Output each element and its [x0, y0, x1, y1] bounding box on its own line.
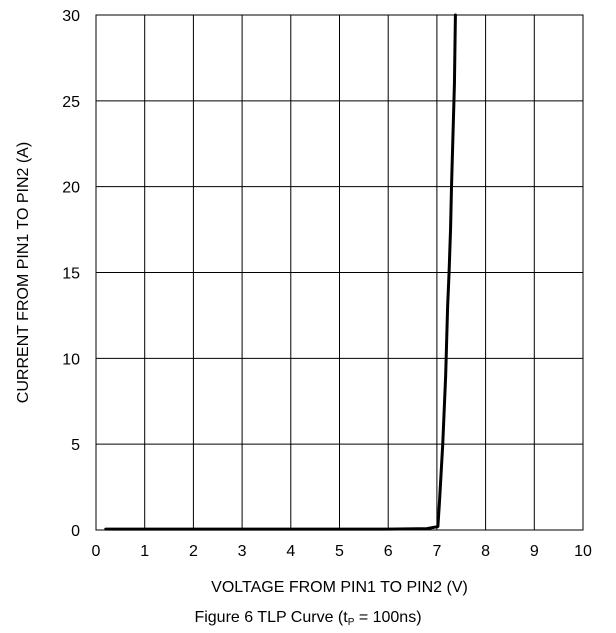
x-tick-label: 9 — [530, 543, 539, 560]
y-tick-label: 5 — [71, 437, 80, 454]
y-tick-label: 15 — [62, 266, 80, 283]
x-tick-label: 1 — [140, 543, 149, 560]
tlp-curve-line — [104, 13, 457, 531]
figure-caption: Figure 6 TLP Curve (tP = 100ns) — [0, 609, 616, 628]
y-tick-label: 20 — [62, 180, 80, 197]
x-tick-label: 8 — [481, 543, 490, 560]
x-tick-label: 0 — [92, 543, 101, 560]
x-axis-tick-labels: 0 1 2 3 4 5 6 7 8 9 10 — [92, 543, 592, 560]
x-tick-label: 3 — [238, 543, 247, 560]
y-tick-label: 30 — [62, 8, 80, 25]
x-tick-label: 6 — [384, 543, 393, 560]
x-tick-label: 7 — [432, 543, 441, 560]
x-tick-label: 4 — [286, 543, 295, 560]
x-tick-label: 2 — [189, 543, 198, 560]
y-axis-title: CURRENT FROM PIN1 TO PIN2 (A) — [15, 142, 32, 403]
caption-subscript: P — [347, 617, 355, 628]
caption-prefix: Figure 6 TLP Curve (t — [194, 609, 348, 626]
x-axis-title: VOLTAGE FROM PIN1 TO PIN2 (V) — [211, 579, 468, 596]
y-axis-tick-labels: 0 5 10 15 20 25 30 — [62, 8, 80, 540]
y-tick-label: 25 — [62, 94, 80, 111]
x-tick-label: 10 — [574, 543, 592, 560]
caption-suffix: = 100ns) — [354, 609, 422, 626]
x-tick-label: 5 — [335, 543, 344, 560]
y-tick-label: 10 — [62, 351, 80, 368]
grid-lines — [95, 14, 584, 531]
y-tick-label: 0 — [71, 523, 80, 540]
